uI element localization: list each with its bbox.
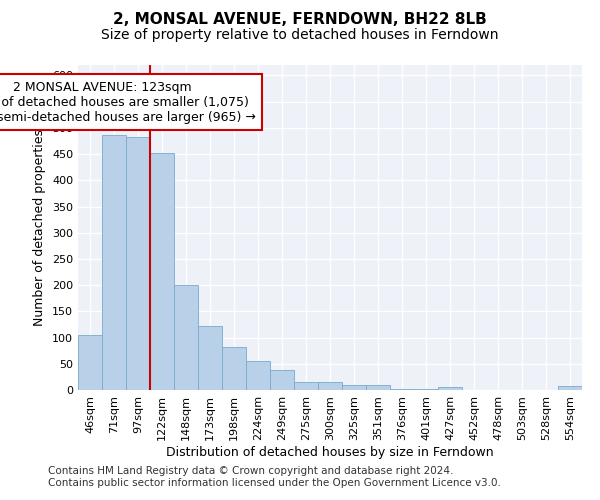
Text: Contains HM Land Registry data © Crown copyright and database right 2024.
Contai: Contains HM Land Registry data © Crown c… <box>48 466 501 487</box>
X-axis label: Distribution of detached houses by size in Ferndown: Distribution of detached houses by size … <box>166 446 494 458</box>
Y-axis label: Number of detached properties: Number of detached properties <box>34 129 46 326</box>
Bar <box>246 361 270 390</box>
Bar <box>294 382 318 390</box>
Bar <box>150 153 174 390</box>
Bar <box>102 134 126 390</box>
Text: Size of property relative to detached houses in Ferndown: Size of property relative to detached ho… <box>101 28 499 42</box>
Bar <box>270 370 294 390</box>
Bar <box>174 285 198 390</box>
Text: 2 MONSAL AVENUE: 123sqm
← 52% of detached houses are smaller (1,075)
47% of semi: 2 MONSAL AVENUE: 123sqm ← 52% of detache… <box>0 80 256 124</box>
Bar <box>222 347 246 390</box>
Bar <box>318 382 342 390</box>
Bar <box>126 137 150 390</box>
Text: 2, MONSAL AVENUE, FERNDOWN, BH22 8LB: 2, MONSAL AVENUE, FERNDOWN, BH22 8LB <box>113 12 487 28</box>
Bar <box>198 326 222 390</box>
Bar <box>558 386 582 390</box>
Bar <box>342 385 366 390</box>
Bar <box>78 335 102 390</box>
Bar <box>366 385 390 390</box>
Bar <box>438 387 462 390</box>
